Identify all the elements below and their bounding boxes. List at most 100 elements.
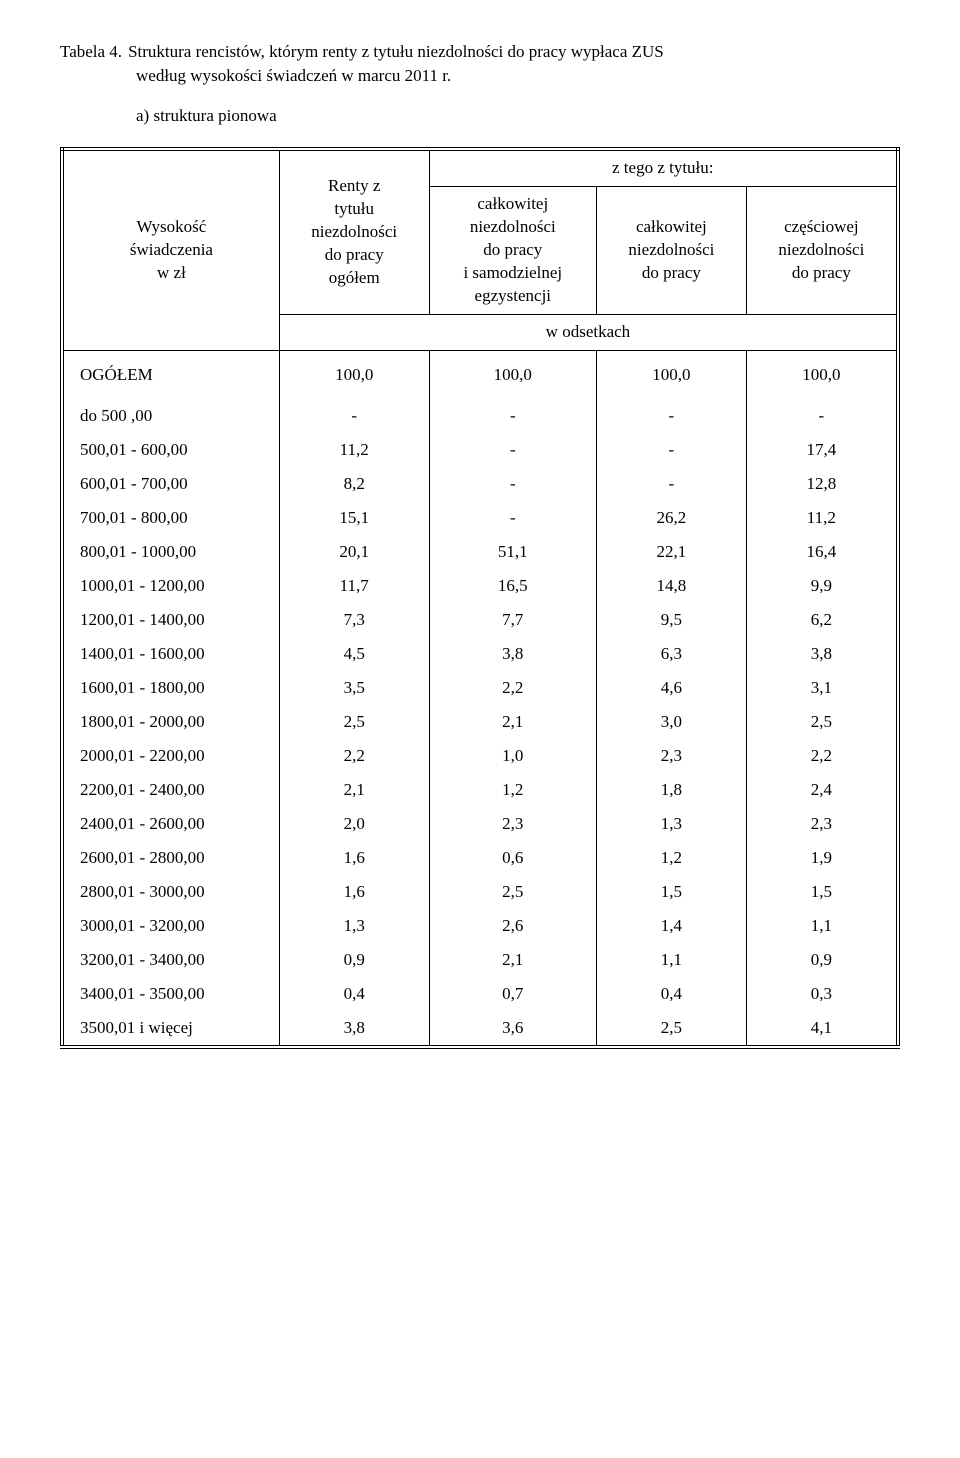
row-value: 1,2: [597, 841, 747, 875]
row-value: 1,8: [597, 773, 747, 807]
row-value: 2,5: [279, 705, 429, 739]
row-value: 8,2: [279, 467, 429, 501]
row-value: 0,7: [429, 977, 597, 1011]
row-value: 2,3: [429, 807, 597, 841]
row-value: 0,6: [429, 841, 597, 875]
row-value: 2,1: [279, 773, 429, 807]
row-value: -: [597, 467, 747, 501]
totals-v4: 100,0: [746, 350, 898, 399]
table-row: 3500,01 i więcej3,83,62,54,1: [62, 1011, 898, 1047]
row-value: 2,5: [429, 875, 597, 909]
row-value: 3,6: [429, 1011, 597, 1047]
row-value: 3,0: [597, 705, 747, 739]
table-row: 2000,01 - 2200,002,21,02,32,2: [62, 739, 898, 773]
row-value: 4,5: [279, 637, 429, 671]
table-row: 500,01 - 600,0011,2--17,4: [62, 433, 898, 467]
header-sub2: całkowitej niezdolności do pracy: [597, 187, 747, 315]
row-value: 20,1: [279, 535, 429, 569]
totals-row: OGÓŁEM 100,0 100,0 100,0 100,0: [62, 350, 898, 399]
row-value: 3,8: [279, 1011, 429, 1047]
row-label: do 500 ,00: [62, 399, 279, 433]
row-label: 1200,01 - 1400,00: [62, 603, 279, 637]
row-value: -: [746, 399, 898, 433]
table-row: 1600,01 - 1800,003,52,24,63,1: [62, 671, 898, 705]
table-header: Wysokość świadczenia w zł Renty z tytułu…: [62, 149, 898, 350]
table-row: 2800,01 - 3000,001,62,51,51,5: [62, 875, 898, 909]
table-subtitle: a) struktura pionowa: [60, 104, 900, 128]
row-label: 1000,01 - 1200,00: [62, 569, 279, 603]
row-value: 1,4: [597, 909, 747, 943]
row-value: 1,5: [597, 875, 747, 909]
header-col2: Renty z tytułu niezdolności do pracy ogó…: [279, 149, 429, 314]
row-value: 1,6: [279, 875, 429, 909]
totals-v3: 100,0: [597, 350, 747, 399]
row-value: 7,7: [429, 603, 597, 637]
row-value: 22,1: [597, 535, 747, 569]
row-value: 1,6: [279, 841, 429, 875]
row-value: 16,4: [746, 535, 898, 569]
row-label: 800,01 - 1000,00: [62, 535, 279, 569]
row-value: 2,2: [746, 739, 898, 773]
table-row: 3000,01 - 3200,001,32,61,41,1: [62, 909, 898, 943]
row-value: 3,1: [746, 671, 898, 705]
table-body: OGÓŁEM 100,0 100,0 100,0 100,0 do 500 ,0…: [62, 350, 898, 1047]
row-label: 3000,01 - 3200,00: [62, 909, 279, 943]
table-row: 1200,01 - 1400,007,37,79,56,2: [62, 603, 898, 637]
row-value: 11,2: [746, 501, 898, 535]
row-value: -: [429, 467, 597, 501]
row-value: 0,3: [746, 977, 898, 1011]
row-label: 1600,01 - 1800,00: [62, 671, 279, 705]
row-value: 2,5: [746, 705, 898, 739]
totals-v2: 100,0: [429, 350, 597, 399]
row-value: -: [429, 399, 597, 433]
row-value: 0,4: [279, 977, 429, 1011]
header-sub1: całkowitej niezdolności do pracy i samod…: [429, 187, 597, 315]
row-value: 2,6: [429, 909, 597, 943]
table-row: 1800,01 - 2000,002,52,13,02,5: [62, 705, 898, 739]
row-value: 2,0: [279, 807, 429, 841]
row-label: 2400,01 - 2600,00: [62, 807, 279, 841]
row-label: 2200,01 - 2400,00: [62, 773, 279, 807]
row-value: 9,9: [746, 569, 898, 603]
row-value: -: [597, 399, 747, 433]
row-value: 0,9: [746, 943, 898, 977]
row-label: 700,01 - 800,00: [62, 501, 279, 535]
row-label: 3500,01 i więcej: [62, 1011, 279, 1047]
row-value: 3,8: [746, 637, 898, 671]
row-value: 1,5: [746, 875, 898, 909]
row-value: 1,3: [597, 807, 747, 841]
table-row: 3400,01 - 3500,000,40,70,40,3: [62, 977, 898, 1011]
row-value: 15,1: [279, 501, 429, 535]
table-title-block: Tabela 4. Struktura rencistów, którym re…: [60, 40, 900, 127]
row-value: 2,2: [429, 671, 597, 705]
row-value: 6,2: [746, 603, 898, 637]
header-col1: Wysokość świadczenia w zł: [62, 149, 279, 350]
row-value: 3,5: [279, 671, 429, 705]
row-value: -: [279, 399, 429, 433]
totals-label: OGÓŁEM: [62, 350, 279, 399]
row-value: 1,0: [429, 739, 597, 773]
row-value: 9,5: [597, 603, 747, 637]
table-row: 2400,01 - 2600,002,02,31,32,3: [62, 807, 898, 841]
row-label: 2800,01 - 3000,00: [62, 875, 279, 909]
row-value: 12,8: [746, 467, 898, 501]
header-top-right: z tego z tytułu:: [429, 149, 898, 186]
row-value: 2,1: [429, 943, 597, 977]
table-row: 2600,01 - 2800,001,60,61,21,9: [62, 841, 898, 875]
table-row: 3200,01 - 3400,000,92,11,10,9: [62, 943, 898, 977]
totals-v1: 100,0: [279, 350, 429, 399]
row-value: 7,3: [279, 603, 429, 637]
row-value: 26,2: [597, 501, 747, 535]
table-row: 2200,01 - 2400,002,11,21,82,4: [62, 773, 898, 807]
row-value: 0,4: [597, 977, 747, 1011]
row-label: 500,01 - 600,00: [62, 433, 279, 467]
row-value: 4,6: [597, 671, 747, 705]
row-label: 2600,01 - 2800,00: [62, 841, 279, 875]
row-label: 3200,01 - 3400,00: [62, 943, 279, 977]
row-value: -: [429, 501, 597, 535]
table-row: 1400,01 - 1600,004,53,86,33,8: [62, 637, 898, 671]
row-value: -: [597, 433, 747, 467]
row-value: 0,9: [279, 943, 429, 977]
table-number-label: Tabela 4.: [60, 40, 128, 64]
row-value: 2,3: [597, 739, 747, 773]
